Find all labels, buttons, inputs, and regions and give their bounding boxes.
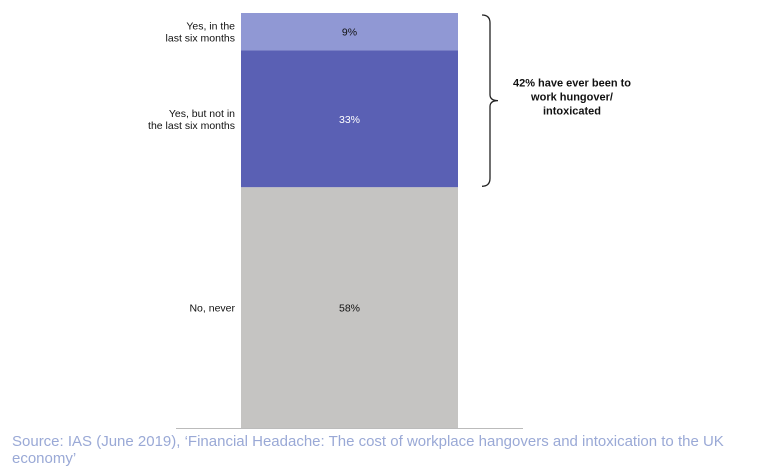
category-label-1: last six months	[166, 33, 235, 45]
bar-segments	[241, 13, 458, 428]
annotation-text: work hungover/	[530, 92, 613, 104]
category-label-3: No, never	[189, 303, 235, 315]
segment-value-labels: 9% 33% 58%	[339, 27, 360, 315]
bar-segment-3	[241, 187, 458, 428]
bar-segment-2	[241, 50, 458, 188]
source-note: Source: IAS (June 2019), ‘Financial Head…	[12, 433, 724, 467]
value-label-3: 58%	[339, 303, 360, 315]
value-label-2: 33%	[339, 114, 360, 126]
brace-shape	[481, 14, 499, 187]
category-label-2: Yes, but not in	[169, 108, 235, 120]
value-label-1: 9%	[342, 27, 357, 39]
category-label-1: Yes, in the	[186, 21, 235, 33]
category-label-2: the last six months	[148, 120, 235, 132]
bracket-annotation: 42% have ever been to work hungover/intox…	[481, 14, 631, 187]
bar-segment-1	[241, 13, 458, 51]
annotation-text: intoxicated	[543, 106, 601, 118]
annotation-text: 42% have ever been to	[513, 78, 631, 90]
